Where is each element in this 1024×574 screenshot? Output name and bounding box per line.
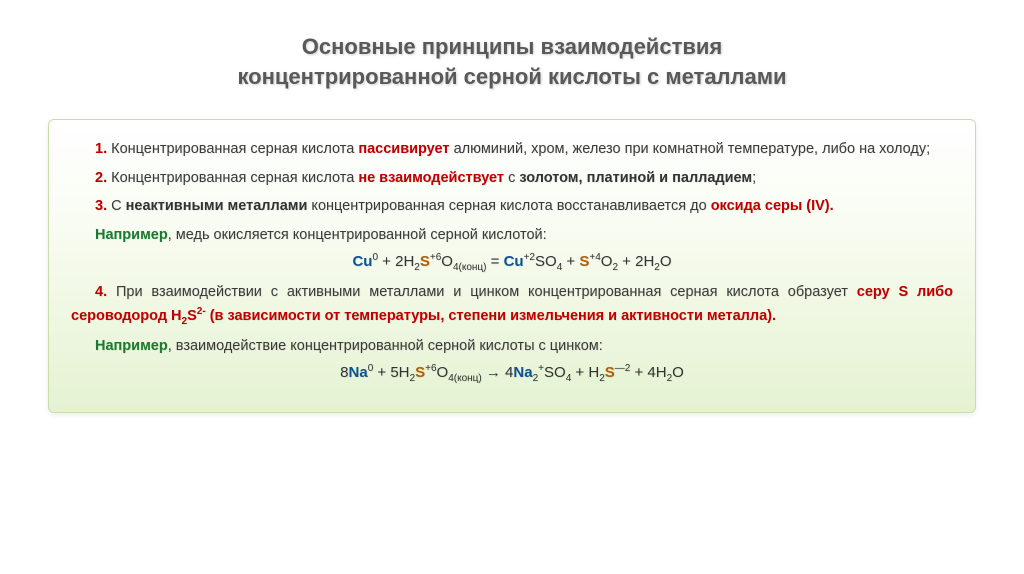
num-1: 1. [95, 141, 107, 157]
principle-4: 4. При взаимодействии с активными металл… [71, 281, 953, 329]
example-4-label: Например, взаимодействие концентрированн… [71, 335, 953, 357]
equation-1: Cu0 + 2H2S+6O4(конц) = Cu+2SO4 + S+4O2 +… [71, 252, 953, 273]
slide-title: Основные принципы взаимодействия концент… [48, 32, 976, 91]
num-3: 3. [95, 198, 107, 214]
title-line-1: Основные принципы взаимодействия [302, 34, 722, 59]
title-line-2: концентрированной серной кислоты с метал… [237, 64, 786, 89]
num-2: 2. [95, 170, 107, 186]
equation-2: 8Na0 + 5H2S+6O4(конц) → 4Na2+SO4 + H2S—2… [71, 363, 953, 384]
num-4: 4. [95, 284, 107, 300]
content-box: 1. Концентрированная серная кислота пасс… [48, 119, 976, 413]
principle-3: 3. С неактивными металлами концентрирова… [71, 195, 953, 217]
principle-1: 1. Концентрированная серная кислота пасс… [71, 138, 953, 160]
example-3-label: Например, медь окисляется концентрирован… [71, 224, 953, 246]
principle-2: 2. Концентрированная серная кислота не в… [71, 167, 953, 189]
